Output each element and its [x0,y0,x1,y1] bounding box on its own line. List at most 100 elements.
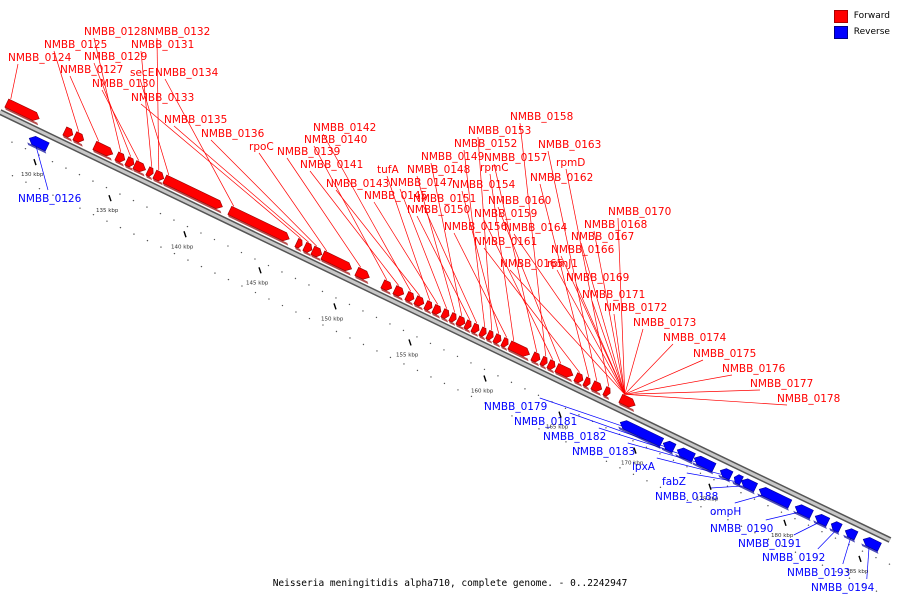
gene-arrow-forward [62,126,74,142]
gene-arrow-forward [124,156,135,171]
gene-label-forward: NMBB_0125 [44,39,107,51]
gene-arrow-reverse [618,420,665,450]
gene-arrow-forward [354,266,370,285]
legend-swatch-forward [833,9,848,23]
gene-arrow-forward [539,355,548,370]
gene-label-forward: rpmD [556,157,585,169]
scale-tick-label: 180 kbp [771,533,794,539]
gene-label-forward: NMBB_0135 [164,114,227,126]
legend-label-reverse: Reverse [853,27,890,37]
gene-label-forward: NMBB_0164 [504,222,568,234]
gene-label-forward: NMBB_0178 [777,393,840,405]
gene-arrow-forward [162,174,223,214]
scale-tick-mark [33,158,37,166]
scale-tick-mark [258,267,262,274]
gene-arrow-forward [573,372,584,387]
scale-dots [11,141,891,592]
gene-arrow-reverse [739,478,759,495]
gene-arrow-forward [310,245,323,262]
legend-item-forward: Forward [833,8,890,24]
gene-arrow-reverse [793,504,814,522]
gene-label-forward: NMBB_0153 [468,125,531,137]
gene-arrow-forward [618,393,636,412]
gene-label-forward: NMBB_0159 [474,208,537,220]
scale-tick-label: 170 kbp [621,461,644,467]
gene-labels: NMBB_0124NMBB_0125NMBB_0127NMBB_0128NMBB… [8,26,875,594]
gene-label-reverse: fabZ [662,476,686,488]
gene-label-forward: rpmC [480,162,509,174]
gene-label-forward: NMBB_0163 [538,139,601,151]
gene-arrow-forward [463,319,472,334]
map-caption: Neisseria meningitidis alpha710, complet… [272,578,628,589]
gene-label-forward: NMBB_0175 [693,348,756,360]
gene-label-forward: NMBB_0171 [582,289,645,301]
gene-label-forward: rpoC [249,141,274,153]
gene-label-forward: NMBB_0157 [484,152,547,164]
scale-tick-mark [633,447,637,454]
gene-label-forward: NMBB_0128 [84,26,147,38]
gene-arrow-reverse [843,528,859,543]
scale-tick-mark [708,483,712,490]
gene-label-reverse: NMBB_0194 [811,582,875,594]
gene-label-forward: NMBB_0132 [147,26,210,38]
scale-tick-mark [333,303,337,310]
gene-label-forward: NMBB_0124 [8,52,72,64]
gene-label-forward: NMBB_0168 [584,219,647,231]
gene-arrow-reverse [813,514,831,530]
scale-tick-mark [858,555,862,563]
gene-label-forward: NMBB_0136 [201,128,265,140]
gene-label-reverse: NMBB_0126 [18,193,82,205]
gene-label-reverse: lpxA [632,461,656,473]
gene-arrow-forward [4,98,40,126]
gene-arrow-reverse [861,537,882,554]
gene-label-forward: NMBB_0169 [566,272,629,284]
gene-label-reverse: NMBB_0183 [572,446,635,458]
scale-tick-label: 140 kbp [171,244,194,250]
gene-arrow-forward [546,359,556,374]
gene-label-forward: NMBB_0139 [277,146,340,158]
gene-arrow-forward [227,205,290,246]
gene-arrow-forward [72,131,85,147]
gene-arrow-reverse [732,474,744,488]
gene-arrow-reverse [718,468,734,483]
scale-tick-label: 185 kbp [846,569,869,575]
gene-label-forward: NMBB_0158 [510,111,573,123]
label-leader-lines [10,37,870,580]
gene-label-forward: NMBB_0156 [444,221,508,233]
gene-arrow-forward [320,250,353,276]
gene-label-forward: NMBB_0134 [155,67,219,79]
gene-label-forward: NMBB_0149 [421,151,484,163]
gene-label-forward: NMBB_0176 [722,363,786,375]
gene-arrow-forward [380,279,393,295]
gene-label-forward: NMBB_0154 [452,179,516,191]
gene-arrow-reverse [675,447,696,465]
gene-label-reverse: NMBB_0190 [710,523,773,535]
scale-ticks: 130 kbp 135 kbp 140 kbp 145 kbp 150 kbp 155 k… [21,158,869,575]
gene-arrow-forward [392,285,405,301]
gene-label-forward: NMBB_0142 [313,122,376,134]
gene-label-reverse: NMBB_0188 [655,491,718,503]
gene-label-forward: NMBB_0131 [131,39,194,51]
gene-arrow-forward [114,151,126,167]
gene-arrows [4,98,882,554]
scale-tick-label: 175 kbp [696,497,719,503]
gene-arrow-forward [554,363,574,383]
gene-label-reverse: NMBB_0179 [484,401,547,413]
gene-label-forward: NMBB_0127 [60,64,123,76]
gene-label-forward: NMBB_0148 [407,164,470,176]
gene-label-forward: NMBB_0140 [304,134,367,146]
scale-tick-mark [558,411,562,418]
gene-label-forward: NMBB_0165 [500,258,563,270]
gene-arrow-forward [455,315,466,331]
gene-label-forward: NMBB_0172 [604,302,667,314]
gene-label-forward: NMBB_0174 [663,332,727,344]
gene-label-forward: NMBB_0150 [407,204,470,216]
legend: Forward Reverse [833,8,890,40]
gene-arrow-forward [470,322,480,337]
gene-arrow-reverse [757,487,793,511]
gene-label-forward: NMBB_0161 [474,236,537,248]
gene-arrow-reverse [692,455,717,475]
gene-label-forward: NMBB_0173 [633,317,696,329]
gene-label-forward: rpmJ1 [547,258,578,270]
gene-label-forward: NMBB_0152 [454,138,517,150]
